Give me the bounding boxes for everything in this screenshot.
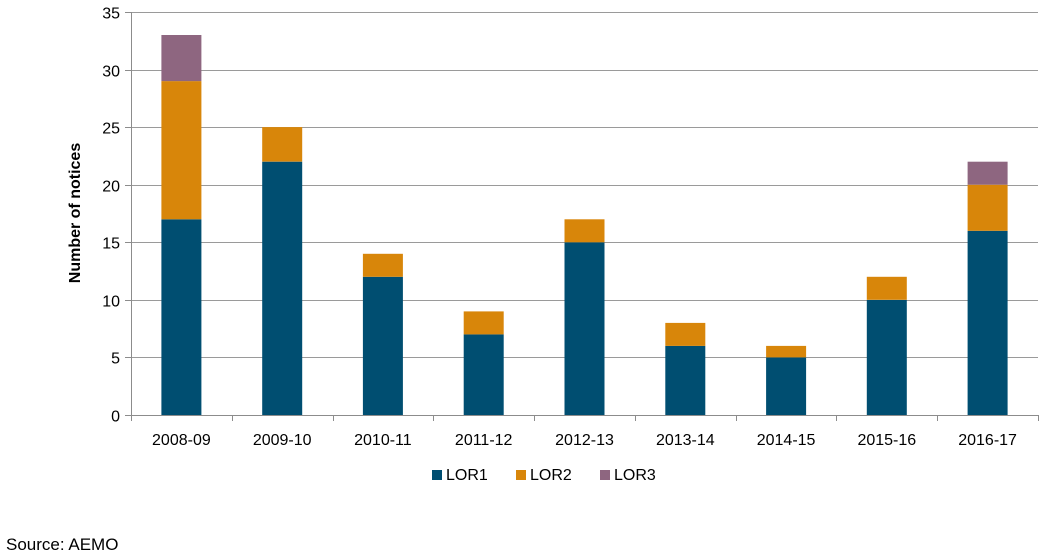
bar-2016-17-lor2	[967, 184, 1008, 231]
x-tick-label-2011-12: 2011-12	[455, 432, 513, 449]
bar-2015-16-lor2	[866, 276, 907, 300]
bar-2008-09-lor2	[161, 81, 202, 220]
x-tick-label-2010-11: 2010-11	[354, 432, 412, 449]
legend-swatch-lor1	[432, 470, 442, 480]
y-tick-label-20: 20	[102, 179, 120, 196]
bar-2013-14-lor1	[665, 345, 706, 415]
x-tick-label-2013-14: 2013-14	[656, 432, 715, 449]
x-tick-label-2016-17: 2016-17	[958, 432, 1017, 449]
x-tick-label-2012-13: 2012-13	[555, 432, 614, 449]
bar-2014-15-lor2	[766, 345, 807, 358]
y-axis-title: Number of notices	[67, 143, 84, 284]
bar-2011-12-lor2	[463, 311, 504, 335]
bar-2016-17-lor1	[967, 230, 1008, 415]
bar-2008-09-lor3	[161, 35, 202, 82]
x-tick-label-2014-15: 2014-15	[757, 432, 816, 449]
bar-2009-10-lor2	[262, 127, 303, 162]
y-tick-label-35: 35	[102, 6, 120, 23]
y-tick-label-0: 0	[111, 409, 120, 426]
y-tick-label-15: 15	[102, 236, 120, 253]
x-tick-label-2009-10: 2009-10	[253, 432, 312, 449]
bars	[161, 35, 1008, 415]
legend-swatch-lor2	[516, 470, 526, 480]
legend-swatch-lor3	[600, 470, 610, 480]
bar-2010-11-lor2	[362, 253, 403, 277]
bar-2013-14-lor2	[665, 322, 706, 346]
axes	[125, 12, 1039, 421]
bar-2015-16-lor1	[866, 299, 907, 415]
stacked-bar-chart: 0 5 10 15 20 25 30 35 2008-09 2009-10 2010-11 2011-…	[67, 6, 1039, 484]
y-tick-label-25: 25	[102, 121, 120, 138]
legend: LOR1 LOR2 LOR3	[432, 467, 656, 484]
x-tick-label-2015-16: 2015-16	[857, 432, 916, 449]
source-note: Source: AEMO	[6, 535, 119, 554]
tick-labels: 0 5 10 15 20 25 30 35 2008-09 2009-10 2010-11 2011-…	[102, 6, 1017, 450]
bar-2008-09-lor1	[161, 219, 202, 415]
bar-2014-15-lor1	[766, 357, 807, 415]
y-tick-label-30: 30	[102, 64, 120, 81]
bar-2012-13-lor1	[564, 242, 605, 415]
legend-label-lor2: LOR2	[530, 467, 572, 484]
legend-label-lor3: LOR3	[614, 467, 656, 484]
bar-2011-12-lor1	[463, 334, 504, 415]
x-tick-label-2008-09: 2008-09	[152, 432, 211, 449]
y-tick-label-10: 10	[102, 294, 120, 311]
bar-2012-13-lor2	[564, 219, 605, 243]
y-tick-label-5: 5	[111, 351, 120, 368]
bar-2016-17-lor3	[967, 161, 1008, 185]
bar-2009-10-lor1	[262, 161, 303, 415]
bar-2010-11-lor1	[362, 276, 403, 415]
legend-label-lor1: LOR1	[446, 467, 488, 484]
